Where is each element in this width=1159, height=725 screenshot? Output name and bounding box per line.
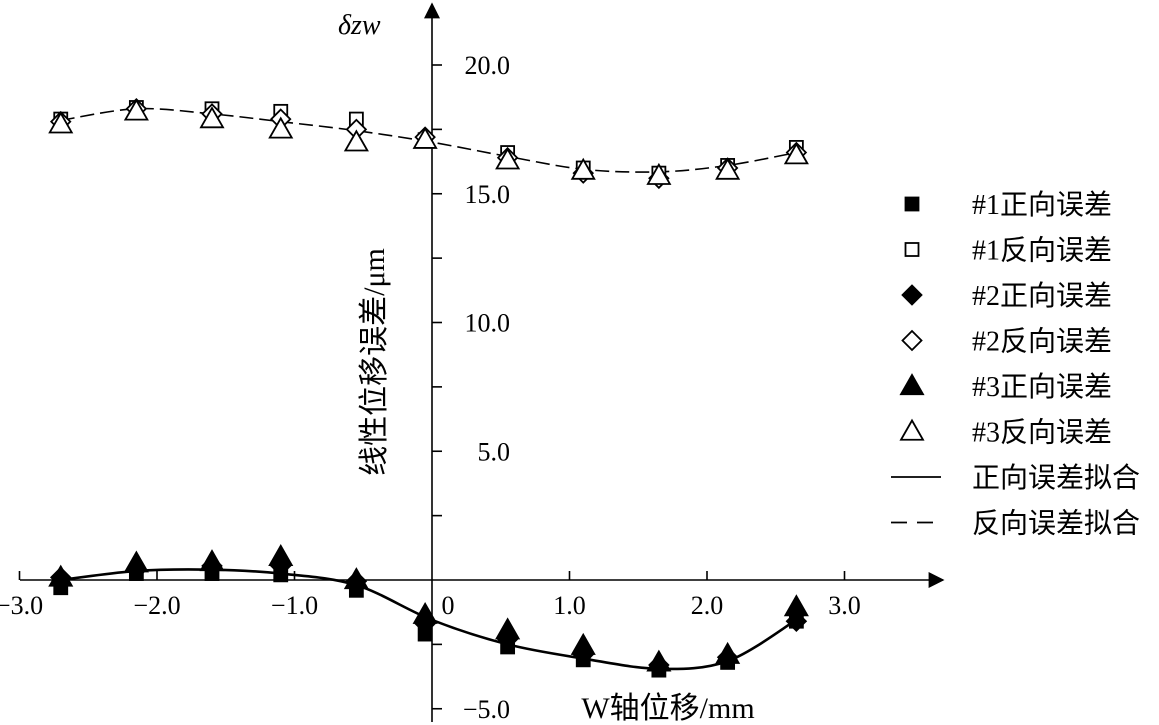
legend-marker xyxy=(901,329,923,352)
data-point xyxy=(570,632,596,655)
data-point xyxy=(199,106,225,129)
x-tick-label: −2.0 xyxy=(133,591,180,620)
data-point xyxy=(646,649,672,672)
legend-label: #3正向误差 xyxy=(972,371,1112,403)
data-points xyxy=(48,98,809,678)
data-point xyxy=(495,147,521,170)
data-point xyxy=(646,162,672,185)
data-point xyxy=(412,126,438,149)
legend-label: #2正向误差 xyxy=(972,280,1112,312)
legend-marker xyxy=(899,418,925,441)
y-tick-label: 20.0 xyxy=(465,51,511,80)
legend-label: #1正向误差 xyxy=(972,189,1112,221)
y-tick-label: −5.0 xyxy=(463,695,510,724)
data-point xyxy=(783,594,809,617)
y-tick-label: 15.0 xyxy=(465,180,511,209)
y-axis-label: 线性位移误差/μm xyxy=(358,248,391,476)
data-point xyxy=(783,142,809,165)
fit-lines xyxy=(60,107,798,671)
x-axis-label: W轴位移/mm xyxy=(581,692,754,725)
x-tick-label: 2.0 xyxy=(691,591,724,620)
legend-marker xyxy=(904,242,920,257)
x-tick-label: −3.0 xyxy=(0,591,43,620)
x-tick-label: 3.0 xyxy=(828,591,861,620)
y-axis-top-label: δzw xyxy=(338,10,381,41)
legend-marker xyxy=(901,284,923,306)
x-tick-label: −1.0 xyxy=(271,591,318,620)
data-point xyxy=(715,157,741,180)
y-tick-label: 10.0 xyxy=(465,309,511,338)
data-point xyxy=(570,157,596,180)
x-tick-label: 1.0 xyxy=(553,591,586,620)
legend-marker xyxy=(899,373,925,396)
data-point xyxy=(48,111,74,134)
reverse-fit-line xyxy=(60,107,797,173)
legend: #1正向误差 #1反向误差 #2正向误差 #2反向误差 #3正向误差 #3反向误差正向误差… xyxy=(891,189,1140,540)
x-tick-labels: −3.0 −2.0 −1.0 0 1.0 2.0 3.0 xyxy=(0,591,861,620)
data-point xyxy=(412,601,438,624)
data-point xyxy=(199,549,225,572)
data-point xyxy=(715,641,741,664)
data-point xyxy=(123,550,149,573)
y-tick-labels: −5.0 5.0 10.0 15.0 20.0 xyxy=(463,51,510,724)
legend-label: #3反向误差 xyxy=(972,417,1112,449)
y-tick-label: 5.0 xyxy=(478,437,511,466)
legend-label: 反向误差拟合 xyxy=(972,508,1140,540)
data-point xyxy=(123,98,149,121)
data-point xyxy=(268,116,294,139)
data-point xyxy=(48,564,74,587)
legend-label: #2反向误差 xyxy=(972,326,1112,358)
legend-marker xyxy=(904,196,920,212)
x-tick-label: 0 xyxy=(442,591,455,620)
data-point xyxy=(495,617,521,640)
data-point xyxy=(785,610,808,632)
data-point xyxy=(343,129,369,152)
axis-ticks xyxy=(18,64,846,710)
legend-label: 正向误差拟合 xyxy=(972,462,1140,494)
data-point xyxy=(268,544,294,566)
legend-label: #1反向误差 xyxy=(972,235,1112,267)
data-point xyxy=(343,567,369,590)
